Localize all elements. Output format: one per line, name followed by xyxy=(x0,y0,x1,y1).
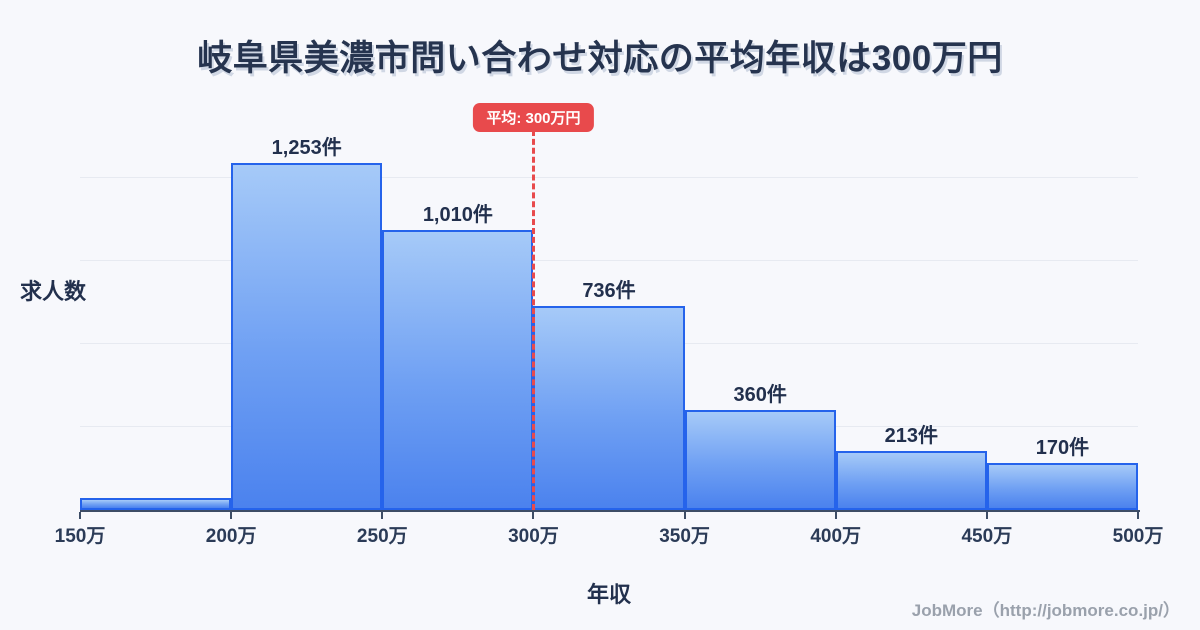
bar-value-label: 170件 xyxy=(1035,436,1090,459)
bar xyxy=(533,306,685,510)
x-tick xyxy=(834,512,837,519)
bar xyxy=(80,498,232,510)
x-tick xyxy=(1137,512,1139,519)
x-tick xyxy=(230,512,233,519)
x-tick xyxy=(985,512,988,519)
plot-area xyxy=(80,100,1138,510)
x-tick-label: 150万 xyxy=(54,526,106,547)
y-axis-title: 求人数 xyxy=(20,279,87,304)
bar-value-label: 1,010件 xyxy=(422,204,493,227)
x-tick-label: 250万 xyxy=(356,526,408,547)
gridline xyxy=(80,176,1138,178)
x-tick xyxy=(683,512,686,519)
bar xyxy=(986,462,1138,510)
x-tick xyxy=(381,512,384,519)
x-tick-label: 200万 xyxy=(205,526,257,547)
bar-value-label: 1,253件 xyxy=(271,136,342,159)
average-line xyxy=(531,130,535,510)
x-tick-label: 450万 xyxy=(961,526,1013,547)
x-axis-line xyxy=(80,510,1140,512)
x-tick xyxy=(532,512,535,519)
x-tick xyxy=(79,512,81,519)
x-tick-label: 500万 xyxy=(1112,526,1164,547)
bar-value-label: 213件 xyxy=(884,424,938,447)
average-badge: 平均: 300万円 xyxy=(473,103,594,132)
x-tick-label: 400万 xyxy=(810,526,862,547)
bar xyxy=(684,410,836,510)
bar-value-label: 736件 xyxy=(582,280,636,303)
gridline xyxy=(80,259,1138,261)
footer-credit: JobMore（http://jobmore.co.jp/） xyxy=(911,601,1180,620)
page-title: 岐阜県美濃市問い合わせ対応の平均年収は300万円 xyxy=(197,39,1003,78)
bar xyxy=(835,451,987,510)
bar-value-label: 360件 xyxy=(733,384,787,407)
bar xyxy=(231,162,383,510)
bar xyxy=(382,230,534,510)
x-tick-label: 300万 xyxy=(508,526,559,547)
x-axis-title: 年収 xyxy=(586,582,631,607)
x-tick-label: 350万 xyxy=(659,526,710,547)
